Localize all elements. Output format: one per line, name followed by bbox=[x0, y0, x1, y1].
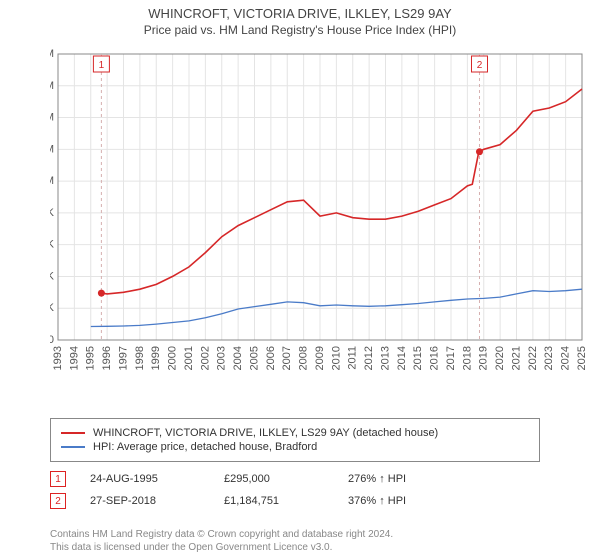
svg-text:2014: 2014 bbox=[396, 346, 408, 370]
svg-text:1995: 1995 bbox=[85, 346, 97, 370]
footer-line-1: Contains HM Land Registry data © Crown c… bbox=[50, 528, 570, 541]
svg-text:2009: 2009 bbox=[314, 346, 326, 370]
svg-text:2007: 2007 bbox=[281, 346, 293, 370]
sale-markers-table: 1 24-AUG-1995 £295,000 276% ↑ HPI 2 27-SEP-20… bbox=[50, 465, 540, 515]
svg-text:1998: 1998 bbox=[134, 346, 146, 370]
sale-marker-date: 24-AUG-1995 bbox=[90, 473, 200, 485]
svg-text:2024: 2024 bbox=[560, 346, 572, 370]
svg-text:2004: 2004 bbox=[232, 346, 244, 370]
sale-marker-number: 2 bbox=[50, 493, 66, 509]
svg-text:2003: 2003 bbox=[216, 346, 228, 370]
legend-swatch bbox=[61, 446, 85, 448]
svg-text:2019: 2019 bbox=[478, 346, 490, 370]
svg-text:2016: 2016 bbox=[429, 346, 441, 370]
svg-text:£200K: £200K bbox=[50, 302, 55, 314]
chart-plot: £0 £200K £400K £600K £800K £1M £1.2M £1.4M £1.6M… bbox=[50, 48, 590, 378]
svg-text:2001: 2001 bbox=[183, 346, 195, 370]
svg-text:1996: 1996 bbox=[101, 346, 113, 370]
svg-text:1994: 1994 bbox=[68, 346, 80, 370]
svg-text:2000: 2000 bbox=[167, 346, 179, 370]
svg-text:2025: 2025 bbox=[576, 346, 588, 370]
svg-text:2010: 2010 bbox=[330, 346, 342, 370]
svg-text:2022: 2022 bbox=[527, 346, 539, 370]
svg-text:1993: 1993 bbox=[52, 346, 64, 370]
svg-text:2020: 2020 bbox=[494, 346, 506, 370]
legend-row: HPI: Average price, detached house, Brad… bbox=[61, 441, 529, 453]
sale-marker-change: 376% ↑ HPI bbox=[348, 495, 406, 507]
sale-marker-row: 1 24-AUG-1995 £295,000 276% ↑ HPI bbox=[50, 471, 540, 487]
svg-text:2006: 2006 bbox=[265, 346, 277, 370]
svg-text:2011: 2011 bbox=[347, 346, 359, 370]
svg-text:£600K: £600K bbox=[50, 239, 55, 251]
svg-text:2023: 2023 bbox=[543, 346, 555, 370]
legend-swatch bbox=[61, 432, 85, 434]
svg-text:2013: 2013 bbox=[379, 346, 391, 370]
svg-text:2005: 2005 bbox=[248, 346, 260, 370]
chart-title: WHINCROFT, VICTORIA DRIVE, ILKLEY, LS29 … bbox=[0, 0, 600, 21]
svg-text:£0: £0 bbox=[50, 334, 54, 346]
chart-container: WHINCROFT, VICTORIA DRIVE, ILKLEY, LS29 … bbox=[0, 0, 600, 560]
sale-marker-price: £295,000 bbox=[224, 473, 324, 485]
legend-label: WHINCROFT, VICTORIA DRIVE, ILKLEY, LS29 … bbox=[93, 427, 438, 439]
svg-text:£1.2M: £1.2M bbox=[50, 143, 54, 155]
svg-text:2021: 2021 bbox=[510, 346, 522, 370]
svg-text:2015: 2015 bbox=[412, 346, 424, 370]
svg-text:2017: 2017 bbox=[445, 346, 457, 370]
svg-text:£1.6M: £1.6M bbox=[50, 80, 54, 92]
svg-text:2002: 2002 bbox=[199, 346, 211, 370]
svg-text:£1.8M: £1.8M bbox=[50, 48, 54, 60]
legend-row: WHINCROFT, VICTORIA DRIVE, ILKLEY, LS29 … bbox=[61, 427, 529, 439]
svg-text:£800K: £800K bbox=[50, 207, 55, 219]
svg-text:1999: 1999 bbox=[150, 346, 162, 370]
legend: WHINCROFT, VICTORIA DRIVE, ILKLEY, LS29 … bbox=[50, 418, 540, 462]
svg-text:£1.4M: £1.4M bbox=[50, 112, 54, 124]
legend-label: HPI: Average price, detached house, Brad… bbox=[93, 441, 317, 453]
svg-text:2: 2 bbox=[477, 60, 483, 71]
sale-marker-change: 276% ↑ HPI bbox=[348, 473, 406, 485]
footer-line-2: This data is licensed under the Open Gov… bbox=[50, 541, 570, 554]
sale-marker-number: 1 bbox=[50, 471, 66, 487]
chart-subtitle: Price paid vs. HM Land Registry's House … bbox=[0, 21, 600, 37]
sale-marker-date: 27-SEP-2018 bbox=[90, 495, 200, 507]
svg-text:2018: 2018 bbox=[461, 346, 473, 370]
sale-marker-price: £1,184,751 bbox=[224, 495, 324, 507]
svg-text:£400K: £400K bbox=[50, 270, 55, 282]
svg-text:2012: 2012 bbox=[363, 346, 375, 370]
svg-text:2008: 2008 bbox=[298, 346, 310, 370]
sale-marker-row: 2 27-SEP-2018 £1,184,751 376% ↑ HPI bbox=[50, 493, 540, 509]
footer-attribution: Contains HM Land Registry data © Crown c… bbox=[50, 528, 570, 554]
svg-text:1997: 1997 bbox=[117, 346, 129, 370]
svg-text:£1M: £1M bbox=[50, 175, 54, 187]
svg-text:1: 1 bbox=[99, 60, 105, 71]
